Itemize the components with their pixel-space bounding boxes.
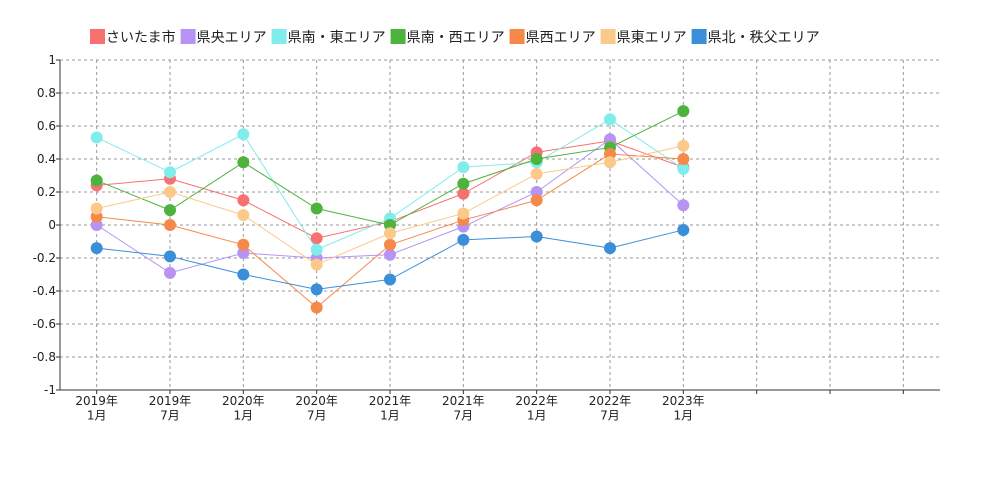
y-tick-label: -0.2 (33, 251, 56, 265)
legend-label: 県南・西エリア (407, 30, 505, 46)
y-tick-label: 0.2 (37, 185, 56, 199)
point (310, 232, 323, 245)
x-tick-label: 2023年 1月 (662, 394, 705, 422)
x-tick-label: 2019年 1月 (75, 394, 118, 422)
legend-label: 県西エリア (526, 30, 596, 46)
legend-swatch (600, 29, 616, 44)
y-tick-label: 0 (48, 218, 56, 232)
point (164, 219, 176, 231)
point (164, 166, 176, 179)
point (530, 230, 543, 243)
legend-swatch (271, 29, 287, 44)
point (457, 207, 470, 220)
point (310, 202, 323, 215)
x-tick-label: 2022年 7月 (589, 394, 632, 422)
point (677, 153, 690, 165)
legend-label: 県南・東エリア (288, 30, 386, 46)
point (164, 266, 176, 279)
y-tick-label: 0.4 (37, 152, 56, 166)
point (90, 202, 103, 215)
point (90, 219, 103, 231)
x-tick-label: 2020年 1月 (222, 394, 265, 422)
point (237, 156, 250, 169)
point (90, 242, 103, 255)
point (530, 167, 543, 180)
legend-swatch (691, 29, 707, 44)
point (604, 156, 616, 169)
y-tick-label: -0.4 (33, 284, 56, 298)
point (384, 219, 396, 231)
point (237, 247, 250, 260)
point (164, 186, 176, 198)
point (457, 233, 470, 246)
point (310, 301, 323, 314)
point (677, 105, 690, 118)
y-tick-label: 1 (48, 53, 56, 67)
point (310, 258, 323, 271)
y-tick-label: -0.6 (33, 317, 56, 331)
point (164, 250, 176, 263)
legend-label: 県東エリア (617, 30, 687, 46)
legend-swatch (509, 29, 525, 44)
point (310, 243, 323, 256)
point (90, 174, 103, 187)
legend-swatch (180, 29, 196, 44)
x-tick-label: 2020年 7月 (295, 394, 338, 422)
point (530, 194, 543, 207)
point (237, 209, 250, 222)
point (164, 204, 176, 217)
point (677, 139, 690, 152)
point (604, 113, 616, 126)
point (310, 283, 323, 296)
point (677, 199, 690, 212)
x-tick-label: 2019年 7月 (149, 394, 192, 422)
x-tick-label: 2022年 1月 (515, 394, 558, 422)
point (384, 238, 396, 251)
y-tick-label: -1 (44, 383, 56, 397)
point (237, 194, 250, 207)
legend-label: 県央エリア (197, 30, 267, 46)
point (237, 128, 250, 141)
legend-swatch (90, 29, 105, 44)
point (237, 238, 250, 251)
point (384, 248, 396, 261)
point (677, 223, 690, 236)
point (604, 133, 616, 146)
point (457, 161, 470, 174)
point (604, 148, 616, 161)
point (90, 210, 103, 223)
y-tick-label: 0.8 (37, 86, 56, 100)
y-tick-label: 0.6 (37, 119, 56, 133)
x-tick-label: 2021年 1月 (369, 394, 412, 422)
y-tick-label: -0.8 (33, 350, 56, 364)
point (604, 242, 616, 255)
x-tick-label: 2021年 7月 (442, 394, 485, 422)
legend-label: さいたま市 (106, 29, 176, 46)
point (677, 162, 690, 175)
point (237, 268, 250, 281)
point (90, 131, 103, 144)
legend-swatch (390, 29, 406, 44)
point (530, 153, 543, 165)
point (457, 187, 470, 200)
legend-label: 県北・秩父エリア (708, 30, 820, 46)
point (457, 177, 470, 190)
point (530, 186, 543, 198)
point (384, 273, 396, 286)
point (384, 227, 396, 240)
